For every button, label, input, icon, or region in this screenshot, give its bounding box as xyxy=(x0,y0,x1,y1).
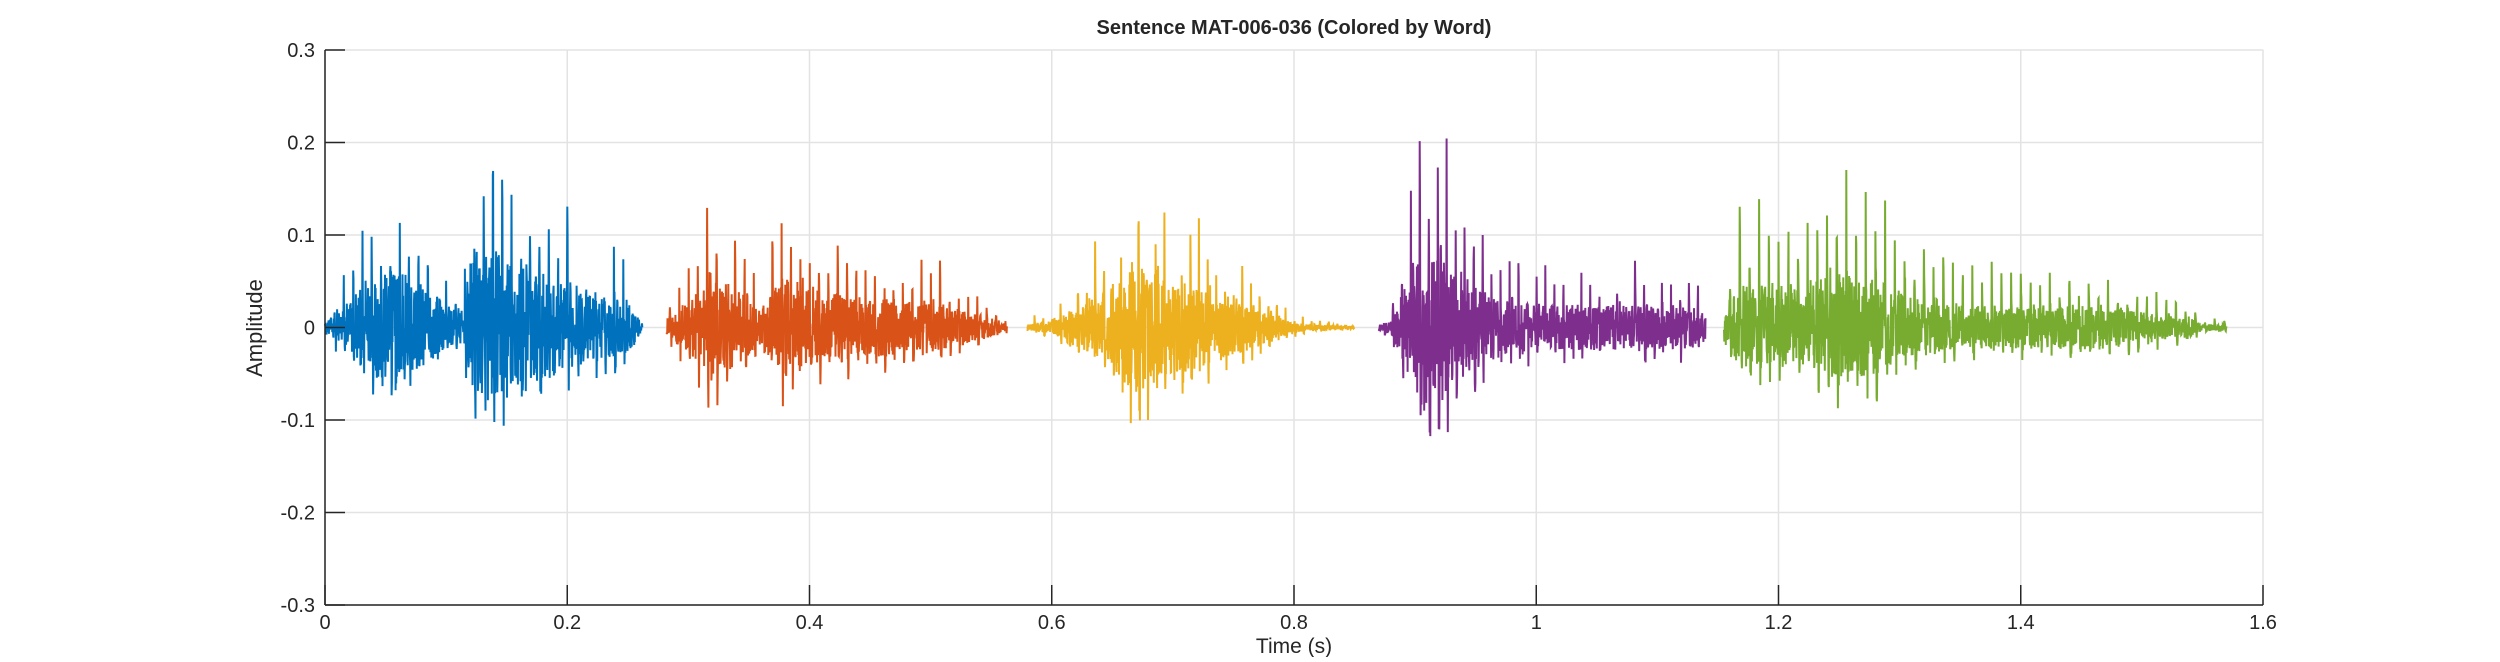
waveform-word-2 xyxy=(665,207,1008,408)
x-tick-label: 1.6 xyxy=(2249,612,2277,634)
waveform-word-4 xyxy=(1377,138,1707,437)
y-axis-label: Amplitude xyxy=(242,279,267,377)
series-group xyxy=(324,138,2228,437)
x-tick-label: 1.4 xyxy=(2007,612,2035,634)
y-tick-label: 0.3 xyxy=(287,40,315,62)
y-tick-label: 0.1 xyxy=(287,225,315,247)
x-tick-label: 0.2 xyxy=(553,612,581,634)
x-axis-label: Time (s) xyxy=(1256,635,1332,657)
y-tick-label: -0.3 xyxy=(281,595,315,617)
chart-title: Sentence MAT-006-036 (Colored by Word) xyxy=(1097,17,1492,39)
x-tick-label: 0.4 xyxy=(796,612,824,634)
x-tick-label: 0.6 xyxy=(1038,612,1066,634)
waveform-word-1 xyxy=(324,170,644,426)
axes: 0 0.2 0.4 0.6 0.8 1 1.2 1.4 1.6 -0.3 -0.2 -0.1 0 0.1 0… xyxy=(281,40,2277,634)
y-tick-label: -0.1 xyxy=(281,410,315,432)
x-tick-label: 1 xyxy=(1531,612,1542,634)
y-tick-label: 0 xyxy=(304,318,315,340)
x-tick-label: 0 xyxy=(319,612,330,634)
x-tick-label: 0.8 xyxy=(1280,612,1308,634)
waveform-word-5 xyxy=(1723,169,2228,409)
x-tick-label: 1.2 xyxy=(1765,612,1793,634)
y-tick-label: -0.2 xyxy=(281,503,315,525)
waveform-word-3 xyxy=(1026,212,1356,424)
y-tick-label: 0.2 xyxy=(287,133,315,155)
